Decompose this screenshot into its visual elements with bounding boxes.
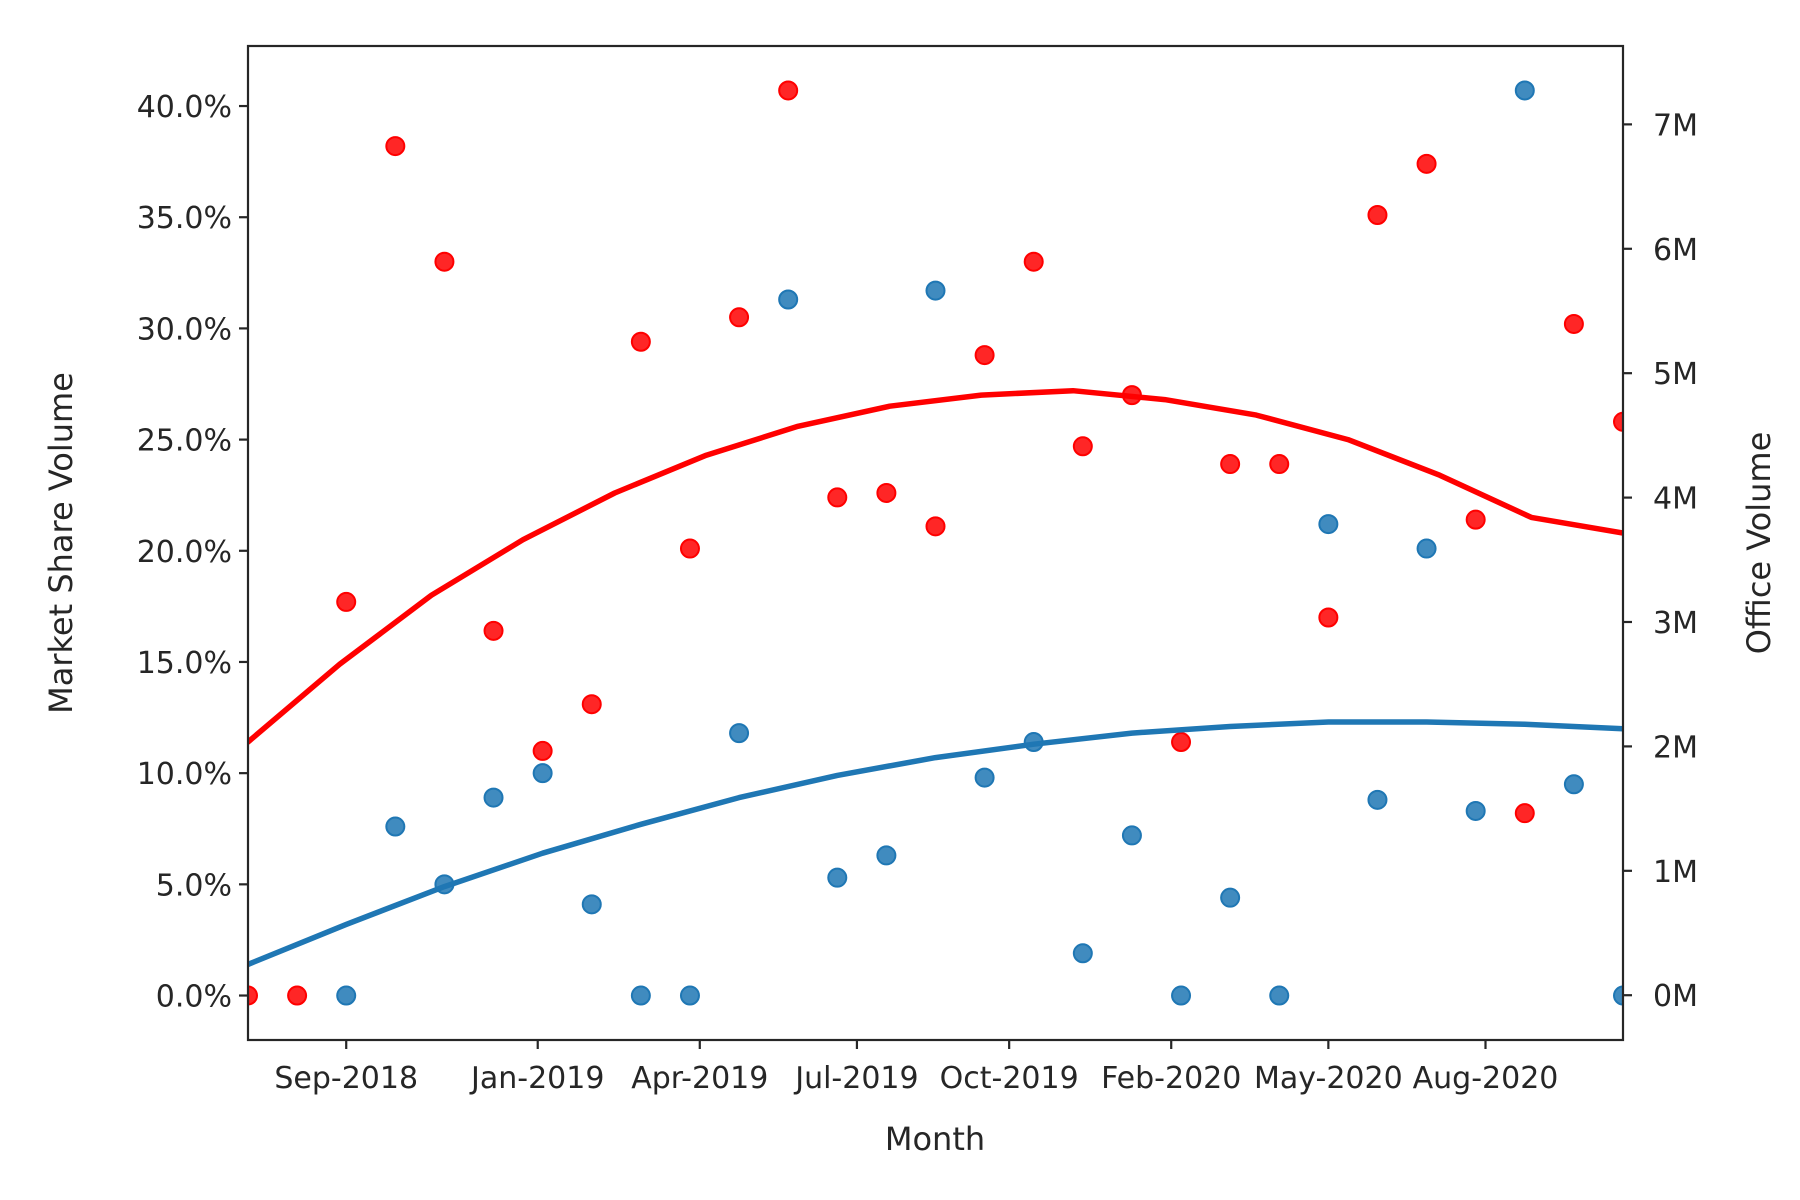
left-tick-label: 10.0% xyxy=(137,757,232,792)
x-axis-title: Month xyxy=(885,1120,985,1158)
left-tick-label: 15.0% xyxy=(137,646,232,681)
x-tick-label: Jul-2019 xyxy=(793,1061,918,1096)
series-0-point-28 xyxy=(1613,411,1623,432)
series-1-point-28 xyxy=(1613,985,1623,1006)
series-0-point-0 xyxy=(248,985,258,1006)
series-1-point-15 xyxy=(974,767,995,788)
series-0-point-27 xyxy=(1563,313,1584,334)
right-tick-label: 6M xyxy=(1653,233,1698,268)
series-1-point-7 xyxy=(581,894,602,915)
series-0-point-23 xyxy=(1367,205,1388,226)
left-tick-label: 30.0% xyxy=(137,312,232,347)
series-0-point-24 xyxy=(1416,153,1437,174)
plot-layer xyxy=(248,80,1623,1006)
left-tick-label: 20.0% xyxy=(137,535,232,570)
series-0-point-12 xyxy=(827,487,848,508)
right-tick-label: 4M xyxy=(1653,482,1698,517)
series-0-point-14 xyxy=(925,516,946,537)
x-tick-label: Sep-2018 xyxy=(274,1061,418,1096)
series-0-point-15 xyxy=(974,345,995,366)
series-1-point-22 xyxy=(1318,514,1339,535)
series-1-point-17 xyxy=(1072,943,1093,964)
left-tick-label: 25.0% xyxy=(137,424,232,459)
series-1-point-9 xyxy=(679,985,700,1006)
series-1-point-12 xyxy=(827,867,848,888)
left-tick-label: 5.0% xyxy=(156,868,232,903)
series-0-point-25 xyxy=(1465,509,1486,530)
right-tick-label: 0M xyxy=(1653,979,1698,1014)
x-tick-label: Oct-2019 xyxy=(940,1061,1079,1096)
left-tick-label: 0.0% xyxy=(156,980,232,1015)
series-0-point-9 xyxy=(679,538,700,559)
left-axis: 0.0% 5.0% 10.0% 15.0% 20.0% 25.0% 30.0% 35.0% 40… xyxy=(137,90,248,1015)
x-tick-label: Apr-2019 xyxy=(631,1061,768,1096)
series-1-point-27 xyxy=(1563,774,1584,795)
x-tick-label: May-2020 xyxy=(1254,1061,1403,1096)
left-tick-label: 35.0% xyxy=(137,201,232,236)
series-1-point-13 xyxy=(876,845,897,866)
series-0-point-17 xyxy=(1072,436,1093,457)
series-0-point-8 xyxy=(630,331,651,352)
series-1-point-21 xyxy=(1269,985,1290,1006)
right-tick-label: 2M xyxy=(1653,730,1698,765)
series-1-point-24 xyxy=(1416,538,1437,559)
right-tick-label: 3M xyxy=(1653,606,1698,641)
series-0-point-6 xyxy=(532,740,553,761)
x-tick-label: Jan-2019 xyxy=(469,1061,604,1096)
series-1-point-14 xyxy=(925,280,946,301)
series-0-point-16 xyxy=(1023,251,1044,272)
series-0-point-5 xyxy=(483,620,504,641)
series-1-point-11 xyxy=(778,289,799,310)
x-axis: Sep-2018 Jan-2019 Apr-2019 Jul-2019 Oct-2019… xyxy=(274,1040,1558,1096)
series-0-point-11 xyxy=(778,80,799,101)
series-0-point-4 xyxy=(434,251,455,272)
series-1-point-10 xyxy=(729,723,750,744)
right-axis: 0M 1M 2M 3M 4M 5M 6M 7M xyxy=(1623,108,1698,1014)
series-0-point-20 xyxy=(1220,454,1241,475)
series-1-point-3 xyxy=(385,816,406,837)
series-0-point-22 xyxy=(1318,607,1339,628)
series-1-point-18 xyxy=(1121,825,1142,846)
right-tick-label: 5M xyxy=(1653,357,1698,392)
series-0-point-3 xyxy=(385,136,406,157)
x-tick-label: Feb-2020 xyxy=(1101,1061,1241,1096)
series-1-point-6 xyxy=(532,763,553,784)
series-0-point-26 xyxy=(1514,803,1535,824)
series-1-point-23 xyxy=(1367,789,1388,810)
series-0-point-2 xyxy=(336,591,357,612)
series-0-point-7 xyxy=(581,694,602,715)
plot-frame xyxy=(246,44,1625,1042)
series-0-point-1 xyxy=(287,985,308,1006)
right-tick-label: 1M xyxy=(1653,855,1698,890)
series-1-trend-line xyxy=(248,719,1623,968)
series-0-point-13 xyxy=(876,482,897,503)
x-tick-label: Aug-2020 xyxy=(1413,1061,1559,1096)
series-1-point-5 xyxy=(483,787,504,808)
series-0-point-21 xyxy=(1269,454,1290,475)
left-tick-label: 40.0% xyxy=(137,90,232,125)
series-1-point-25 xyxy=(1465,800,1486,821)
series-0-point-19 xyxy=(1171,732,1192,753)
right-tick-label: 7M xyxy=(1653,108,1698,143)
series-1-point-20 xyxy=(1220,887,1241,908)
y-axis-title-right: Office Volume xyxy=(1740,432,1778,655)
series-0-point-10 xyxy=(729,307,750,328)
series-1-point-8 xyxy=(630,985,651,1006)
series-0-trend-line xyxy=(248,387,1623,745)
series-1-point-19 xyxy=(1171,985,1192,1006)
y-axis-title-left: Market Share Volume xyxy=(42,372,80,714)
series-1-point-2 xyxy=(336,985,357,1006)
series-1-point-26 xyxy=(1514,80,1535,101)
